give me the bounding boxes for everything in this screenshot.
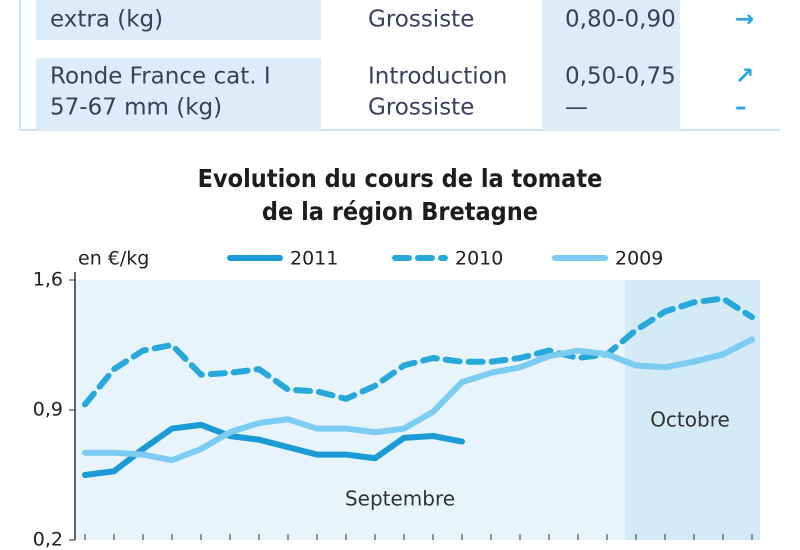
table-cell-text: Grossiste: [368, 95, 474, 121]
legend-label: 2011: [290, 248, 338, 270]
series-line: [82, 336, 755, 464]
y-tick-label: 0,9: [33, 399, 63, 421]
y-tick-label: 1,6: [33, 269, 63, 291]
trend-icon: ↗: [735, 64, 754, 90]
table-cell-text: —: [565, 95, 588, 121]
table-cell: [542, 0, 680, 130]
table-cell: [36, 58, 321, 130]
chart-title: de la région Bretagne: [262, 197, 538, 226]
y-axis-label: en €/kg: [78, 248, 149, 270]
table-cell-text: Grossiste: [368, 7, 474, 33]
table-cell-text: extra (kg): [50, 7, 163, 33]
table-cell-text: 0,50-0,75: [565, 64, 676, 90]
chart-title: Evolution du cours de la tomate: [198, 164, 603, 193]
trend-icon: →: [735, 7, 754, 33]
table-cell-text: 0,80-0,90: [565, 7, 676, 33]
series-line: [82, 421, 465, 478]
table-cell-text: 57-67 mm (kg): [50, 95, 222, 121]
series-line: [82, 295, 755, 408]
table-cell-text: Ronde France cat. I: [50, 64, 271, 90]
trend-icon: –: [735, 95, 747, 121]
annotation: Octobre: [650, 408, 730, 432]
annotation: Septembre: [345, 487, 455, 511]
legend-label: 2009: [615, 248, 663, 270]
table-cell-text: Introduction: [368, 64, 507, 90]
table-cell: [36, 0, 321, 40]
legend-label: 2010: [455, 248, 503, 270]
y-tick-label: 0,2: [33, 529, 63, 550]
